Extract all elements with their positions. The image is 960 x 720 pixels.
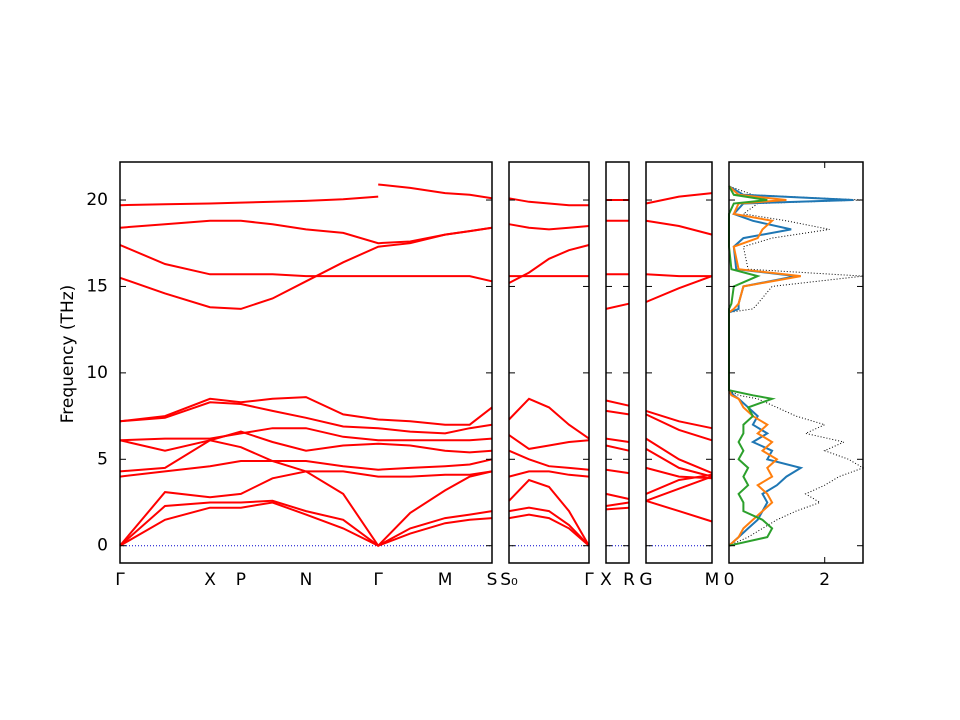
x-tick-label: X	[600, 570, 612, 590]
panel-frame	[605, 161, 630, 564]
band	[119, 470, 493, 548]
y-tick-label: 15	[86, 276, 108, 296]
band	[508, 478, 590, 547]
dos-curve	[728, 185, 801, 547]
band	[645, 437, 713, 475]
band	[119, 401, 493, 435]
band	[605, 444, 630, 452]
band	[508, 513, 590, 547]
band	[119, 439, 493, 473]
band	[645, 413, 713, 442]
band	[119, 499, 493, 547]
x-tick-label: M	[705, 570, 720, 590]
band	[508, 449, 590, 471]
band	[605, 506, 630, 511]
panel-frame	[645, 161, 713, 564]
band	[119, 501, 493, 547]
panel-frame	[728, 161, 864, 564]
band	[605, 302, 630, 310]
band	[645, 273, 712, 278]
band	[119, 219, 493, 245]
band	[605, 492, 630, 500]
band	[508, 506, 590, 547]
band	[605, 468, 630, 475]
x-tick-label: S₀	[500, 570, 518, 590]
band	[508, 223, 590, 231]
x-tick-label: P	[236, 570, 246, 590]
y-tick-label: 10	[86, 363, 108, 383]
band	[119, 430, 493, 454]
band	[119, 195, 379, 207]
x-tick-label: Γ	[584, 570, 594, 590]
y-tick-label: 0	[97, 536, 108, 556]
band	[645, 219, 713, 236]
y-tick-label: 5	[97, 449, 108, 469]
band	[645, 499, 713, 523]
band	[508, 397, 590, 440]
band	[119, 396, 493, 426]
x-tick-label: R	[623, 570, 635, 590]
band	[119, 460, 493, 478]
x-tick-label: M	[438, 570, 453, 590]
band	[645, 475, 713, 502]
x-tick-label: N	[300, 570, 313, 590]
band	[645, 448, 713, 478]
y-tick-label: 20	[86, 190, 108, 210]
panel-frame	[119, 161, 493, 564]
band	[605, 409, 630, 416]
band	[605, 399, 630, 407]
x-tick-label: Γ	[115, 570, 125, 590]
band	[645, 409, 713, 430]
band	[645, 473, 713, 495]
band	[508, 470, 590, 478]
dos-curve	[728, 185, 854, 547]
band	[508, 197, 589, 207]
x-tick-label: 2	[819, 570, 830, 590]
band	[378, 183, 493, 200]
x-tick-label: Γ	[373, 570, 383, 590]
x-tick-label: 0	[724, 570, 735, 590]
panel-frame	[508, 161, 590, 564]
band	[645, 466, 713, 480]
band	[119, 427, 493, 442]
dos-curve	[728, 185, 865, 547]
band	[508, 244, 590, 284]
band	[119, 226, 493, 310]
x-tick-label: S	[487, 570, 498, 590]
band	[645, 192, 713, 205]
x-tick-label: G	[639, 570, 652, 590]
band	[645, 275, 713, 303]
band	[605, 501, 630, 507]
y-axis-label: Frequency (THz)	[58, 285, 78, 424]
band	[119, 244, 493, 283]
band	[605, 437, 630, 443]
band	[508, 434, 590, 450]
x-tick-label: X	[204, 570, 216, 590]
